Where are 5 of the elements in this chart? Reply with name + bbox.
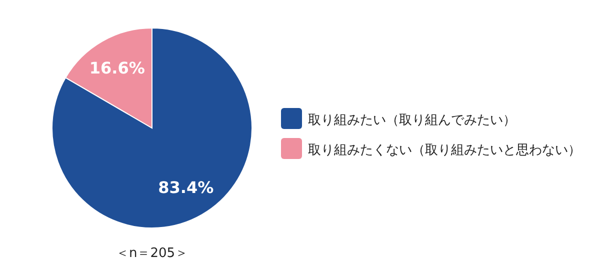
text: ＜n＝205＞ (116, 246, 188, 261)
data-label: 16.6% (89, 58, 145, 78)
legend-label: 取り組みたくない（取り組みたいと思わない） (308, 143, 581, 158)
legend-label: 取り組みたい（取り組んでみたい） (308, 113, 516, 128)
data-label: 83.4% (158, 178, 214, 197)
